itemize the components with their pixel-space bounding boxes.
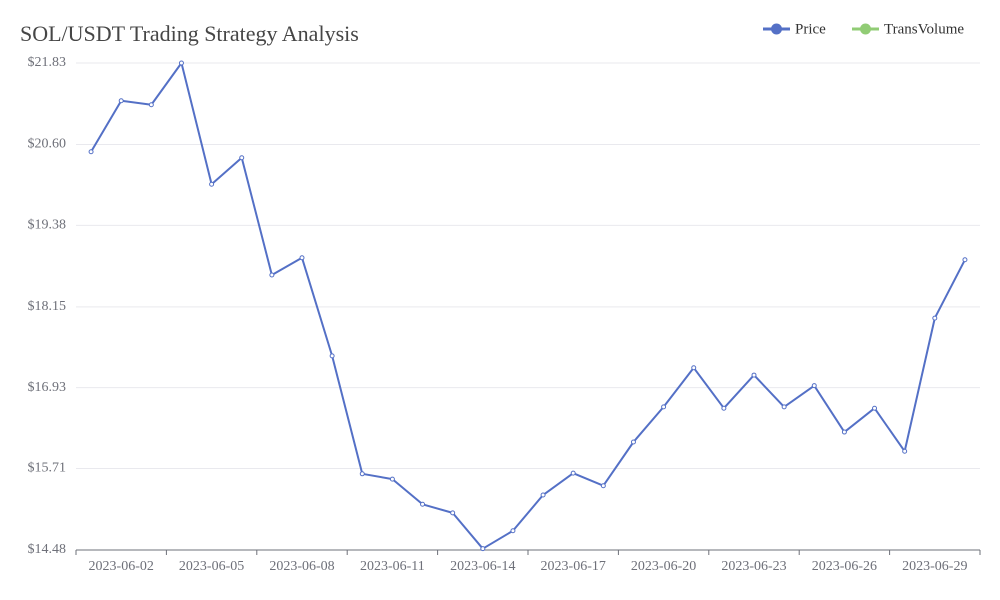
x-tick-label: 2023-06-23 — [721, 559, 786, 574]
x-tick-label: 2023-06-08 — [269, 559, 334, 574]
point — [329, 353, 335, 359]
point — [841, 429, 847, 435]
point — [510, 528, 516, 534]
point — [299, 255, 305, 261]
point — [781, 404, 787, 410]
legend-icon[interactable] — [771, 23, 782, 35]
point — [751, 372, 757, 378]
point — [450, 510, 456, 516]
line — [90, 62, 966, 550]
x-tick-label: 2023-06-29 — [902, 559, 967, 574]
point — [239, 155, 245, 161]
y-tick-label: $16.93 — [28, 380, 67, 395]
x-tick-label: 2023-06-26 — [812, 559, 877, 574]
point — [932, 315, 938, 321]
x-tick-label: 2023-06-05 — [179, 559, 244, 574]
point — [691, 365, 697, 371]
y-tick-label: $18.15 — [28, 299, 67, 314]
point — [600, 483, 606, 489]
point — [902, 448, 908, 454]
point — [359, 471, 365, 477]
point — [420, 501, 426, 507]
point — [962, 257, 968, 263]
point — [148, 102, 154, 108]
point — [661, 404, 667, 410]
point — [630, 439, 636, 445]
point — [570, 470, 576, 476]
chart-title: SOL/USDT Trading Strategy Analysis — [20, 21, 359, 46]
y-tick-label: $14.48 — [28, 542, 67, 557]
point — [88, 149, 94, 155]
point — [209, 181, 215, 187]
x-tick-label: 2023-06-02 — [89, 559, 154, 574]
y-tick-label: $20.60 — [28, 137, 67, 152]
point — [269, 272, 275, 278]
point — [480, 546, 486, 552]
x-tick-label: 2023-06-20 — [631, 559, 696, 574]
y-tick-label: $21.83 — [28, 55, 67, 70]
y-tick-label: $15.71 — [28, 461, 67, 476]
x-tick-label: 2023-06-17 — [541, 559, 606, 574]
legend-text[interactable]: Price — [795, 21, 826, 37]
x-tick-label: 2023-06-11 — [360, 559, 425, 574]
point — [389, 476, 395, 482]
point — [811, 383, 817, 389]
x-tick-label: 2023-06-14 — [450, 559, 515, 574]
point — [178, 60, 184, 66]
point — [721, 405, 727, 411]
legend-text[interactable]: TransVolume — [884, 21, 964, 37]
point — [872, 405, 878, 411]
point — [118, 98, 124, 104]
point — [540, 492, 546, 498]
legend-icon[interactable] — [860, 23, 871, 35]
y-tick-label: $19.38 — [28, 218, 67, 233]
